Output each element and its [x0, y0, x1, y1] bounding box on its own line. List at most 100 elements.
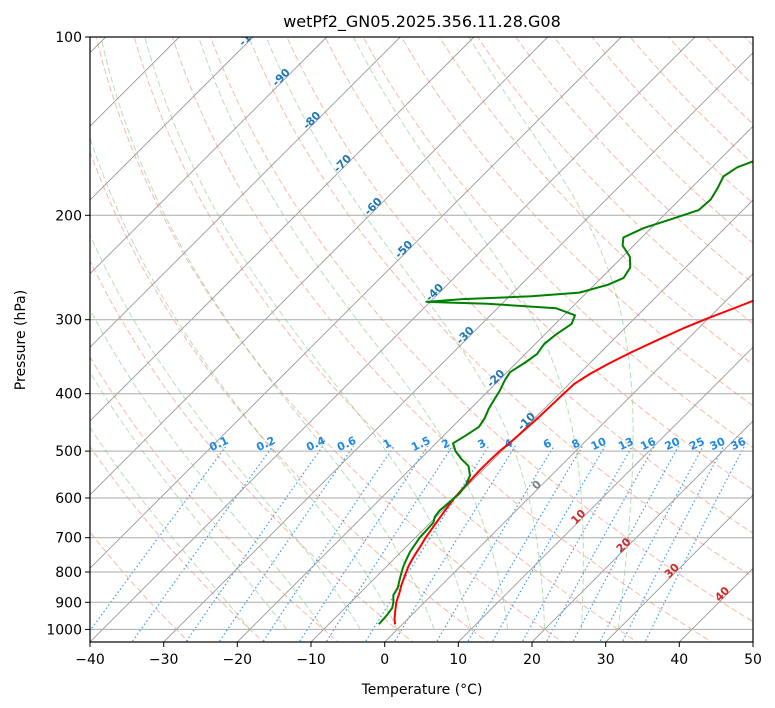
mixing-ratio-label: 25: [687, 435, 706, 453]
dry-adiabat-line: [171, 37, 713, 642]
mixing-ratio-label: 10: [589, 435, 609, 453]
mixing-ratio-label: 20: [663, 435, 683, 453]
mixing-ratio-label: 30: [708, 435, 728, 453]
mixing-ratio-label: 6: [541, 436, 554, 451]
mixing-ratio-line: [185, 445, 324, 642]
mixing-ratio-label: 36: [729, 435, 749, 453]
moist-adiabat-line: [90, 371, 288, 630]
x-axis-label: Temperature (°C): [361, 682, 483, 698]
mixing-ratio-line: [131, 445, 274, 642]
isotherm-line: [384, 273, 753, 642]
mixing-ratio-line: [393, 445, 516, 642]
chart-title: wetPf2_GN05.2025.356.11.28.G08: [283, 12, 561, 32]
x-tick-label: 10: [449, 652, 467, 668]
dry-adiabat-line: [362, 37, 753, 449]
isotherm-line: [752, 641, 753, 642]
mixing-ratio-line: [325, 445, 454, 642]
mixing-ratio-label: 16: [638, 435, 658, 453]
moist-adiabat-line: [100, 37, 435, 630]
temperature-line: [393, 299, 753, 625]
moist-adiabat-line: [90, 426, 251, 630]
isotherm-line: [310, 199, 753, 642]
isotherm-line: [605, 494, 753, 642]
mixing-ratio-line: [572, 445, 680, 642]
moist-adiabat-line: [144, 37, 472, 630]
isotherm-line: [90, 37, 401, 348]
isotherm-label: -100: [236, 20, 265, 49]
dry-adiabat-line: [400, 37, 753, 407]
dry-adiabat-line: [477, 37, 753, 325]
mixing-ratio-line: [218, 445, 355, 642]
dry-adiabat-line: [744, 37, 753, 47]
dry-adiabat-line: [90, 150, 489, 642]
plot-frame: [89, 36, 754, 643]
dry-adiabat-line: [515, 37, 753, 284]
isotherm-line: [678, 567, 753, 642]
y-tick-label: 700: [55, 531, 82, 547]
y-tick-label: 500: [55, 444, 82, 460]
isotherm-line: [90, 37, 622, 569]
isotherm-line: [90, 37, 254, 201]
moist-adiabat-line: [90, 308, 324, 630]
x-tick-label: 40: [670, 652, 688, 668]
isotherm-line: [163, 52, 753, 642]
moist-adiabat-line: [265, 37, 546, 630]
isotherm-line: [457, 346, 753, 642]
y-tick-label: 600: [55, 491, 82, 507]
dry-adiabat-line: [133, 37, 638, 642]
isotherm-line: [90, 37, 696, 642]
dry-adiabat-line: [210, 37, 753, 623]
mixing-ratio-label: 8: [570, 436, 582, 451]
mixing-ratio-label: 13: [616, 435, 635, 453]
moist-adiabat-line: [90, 233, 361, 630]
mixing-ratio-line: [644, 445, 746, 642]
mixing-ratio-line: [262, 445, 395, 642]
y-tick-label: 800: [55, 565, 82, 581]
isotherm-label: 10: [568, 507, 588, 527]
y-tick-label: 200: [55, 208, 82, 224]
moist-adiabat-line: [90, 136, 398, 630]
dry-adiabat-line: [248, 37, 753, 578]
x-tick-label: 0: [380, 652, 389, 668]
dry-adiabat-line: [438, 37, 753, 366]
x-tick-label: −20: [223, 652, 253, 668]
mixing-ratio-line: [599, 445, 704, 642]
y-axis-label: Pressure (hPa): [13, 290, 29, 390]
isotherm-label: 40: [712, 584, 732, 604]
isotherm-line: [90, 37, 475, 422]
moist-adiabat-line: [198, 37, 509, 630]
isotherm-label: -90: [270, 66, 293, 89]
x-tick-label: −10: [296, 652, 326, 668]
x-tick-label: 30: [597, 652, 615, 668]
y-tick-label: 900: [55, 595, 82, 611]
isotherm-label: 30: [662, 561, 682, 581]
isotherm-line: [236, 125, 753, 642]
y-tick-label: 300: [55, 313, 82, 329]
mixing-ratio-line: [545, 445, 656, 642]
isotherm-line: [531, 420, 753, 642]
moist-adiabat-line: [468, 37, 634, 630]
dry-adiabat-line: [286, 37, 753, 534]
y-tick-label: 100: [55, 30, 82, 46]
isotherm-label: -80: [300, 109, 323, 132]
y-tick-label: 1000: [46, 622, 82, 638]
isotherm-label: -20: [484, 367, 507, 390]
x-tick-label: −30: [149, 652, 179, 668]
mixing-ratio-label: 3: [476, 436, 488, 451]
mixing-ratio-line: [491, 445, 606, 642]
dry-adiabat-line: [324, 37, 753, 491]
isotherm-label: -70: [331, 152, 354, 175]
mixing-ratio-line: [298, 445, 429, 642]
moist-adiabat-line: [352, 37, 584, 630]
mixing-ratio-label: 1: [381, 436, 393, 451]
x-tick-label: −40: [75, 652, 105, 668]
isotherm-line: [90, 37, 328, 275]
x-tick-label: 50: [744, 652, 762, 668]
isotherm-line: [90, 37, 549, 496]
dry-adiabat-line: [553, 37, 753, 244]
dry-adiabat-line: [668, 37, 753, 125]
dry-adiabat-line: [95, 37, 564, 642]
mixing-ratio-line: [466, 445, 584, 642]
